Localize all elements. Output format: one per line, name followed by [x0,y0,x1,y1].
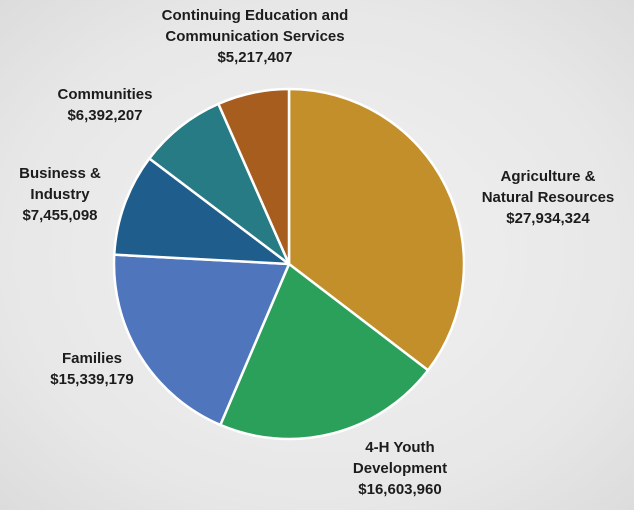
label-continuing-line-1: Continuing Education and [161,7,349,24]
pie-slice-communities [148,102,291,266]
label-4h-line-1: 4-H Youth [365,439,435,456]
label-business-industry: Business & Industry $7,455,098 [0,163,120,226]
label-continuing-value: $5,217,407 [217,49,293,66]
label-4h-value: $16,603,960 [358,481,442,498]
label-families: Families $15,339,179 [22,348,162,390]
label-communities-value: $6,392,207 [67,107,143,124]
label-agriculture-natural-resources: Agriculture & Natural Resources $27,934,… [460,166,634,229]
label-4h-youth-development: 4-H Youth Development $16,603,960 [330,437,470,500]
label-agriculture-value: $27,934,324 [506,210,590,227]
pie-slice-business-industry [112,157,291,266]
label-communities: Communities $6,392,207 [40,84,170,126]
label-families-line-1: Families [61,350,123,367]
pie-slice-families [112,253,291,427]
pie-slice-4h-youth [219,262,430,441]
label-continuing-education: Continuing Education and Communication S… [115,5,395,68]
label-communities-line-1: Communities [57,86,153,103]
label-business-line-2: Industry [30,186,90,203]
label-business-line-1: Business & [19,165,101,182]
label-agriculture-line-1: Agriculture & [500,168,596,185]
label-continuing-line-2: Communication Services [165,28,345,45]
label-4h-line-2: Development [352,460,448,477]
label-families-value: $15,339,179 [50,371,134,388]
pie-slice-agriculture [287,87,466,372]
pie-slice-continuing-education [217,87,291,266]
label-business-value: $7,455,098 [22,207,98,224]
label-agriculture-line-2: Natural Resources [481,189,615,206]
